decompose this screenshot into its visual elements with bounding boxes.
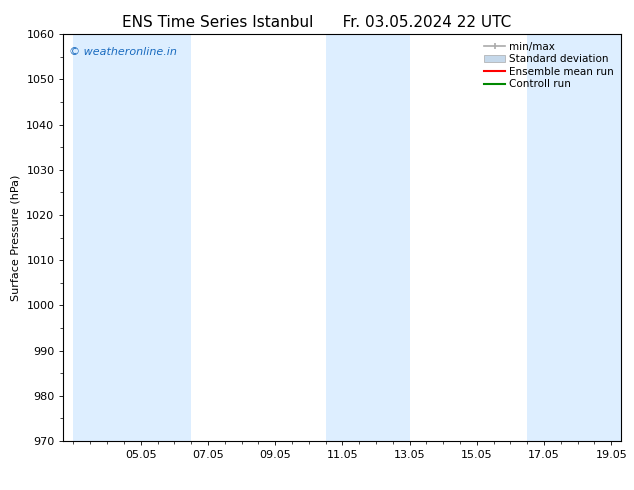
Text: © weatheronline.in: © weatheronline.in (69, 47, 177, 56)
Bar (527, 34, 628, 441)
Y-axis label: Surface Pressure (hPa): Surface Pressure (hPa) (11, 174, 21, 301)
Bar (74, 34, 191, 441)
Bar (325, 34, 410, 441)
Text: ENS Time Series Istanbul      Fr. 03.05.2024 22 UTC: ENS Time Series Istanbul Fr. 03.05.2024 … (122, 15, 512, 30)
Legend: min/max, Standard deviation, Ensemble mean run, Controll run: min/max, Standard deviation, Ensemble me… (482, 40, 616, 92)
